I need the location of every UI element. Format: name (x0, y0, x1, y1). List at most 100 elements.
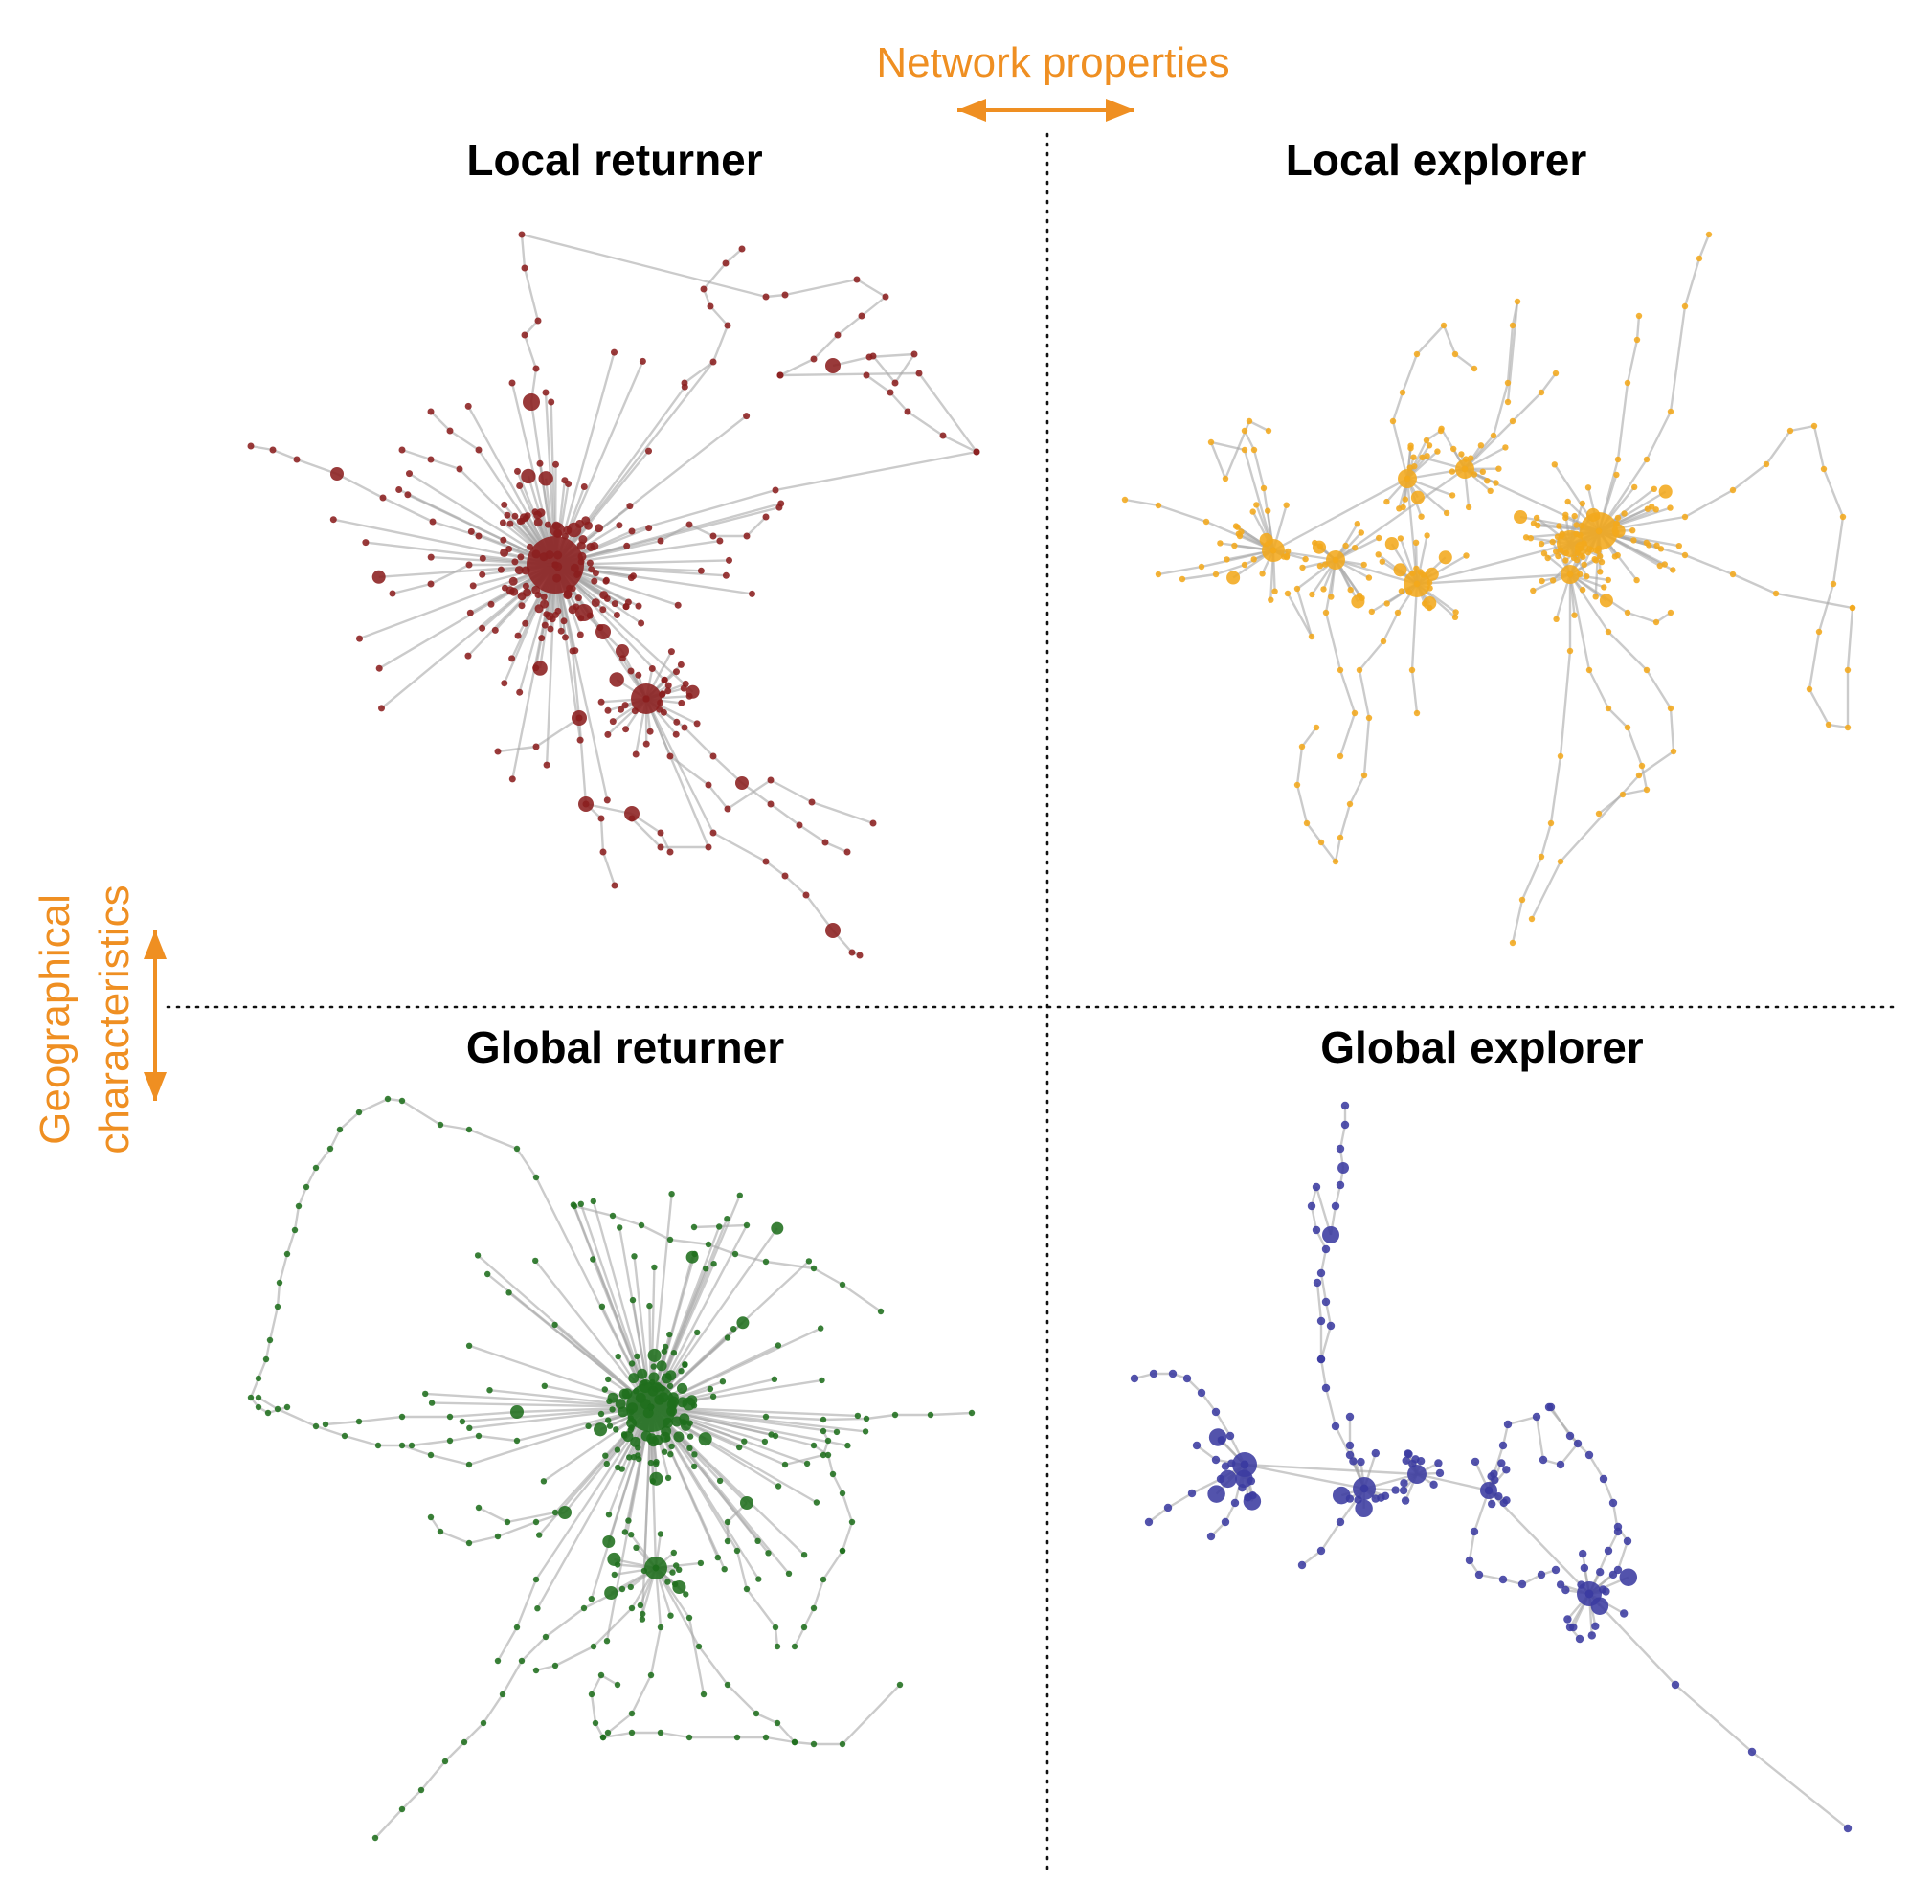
network-node (1426, 579, 1433, 586)
network-edge (1569, 573, 1629, 614)
network-node (681, 724, 688, 731)
network-node (1321, 1297, 1331, 1307)
network-node (1602, 1587, 1610, 1596)
network-edge (1252, 449, 1266, 489)
network-node (627, 1583, 634, 1591)
network-node (534, 317, 542, 325)
network-node (661, 1348, 667, 1355)
network-edge (315, 1424, 346, 1438)
network-edge (573, 1204, 614, 1218)
network-node (1629, 527, 1636, 534)
network-node (647, 1459, 655, 1467)
network-edge (599, 818, 605, 853)
network-node (716, 1477, 724, 1485)
network-node (618, 706, 625, 713)
network-node (1240, 1460, 1249, 1469)
network-node (1573, 530, 1580, 537)
network-node (575, 714, 583, 722)
network-node (1656, 562, 1664, 570)
network-node (800, 1624, 808, 1631)
network-node (474, 1252, 482, 1259)
network-node (1504, 398, 1512, 406)
network-node (709, 752, 717, 760)
network-node (395, 486, 403, 493)
network-node (891, 379, 899, 387)
network-node (848, 1518, 856, 1526)
network-node (1670, 748, 1677, 755)
network-node (1322, 609, 1330, 616)
network-node (791, 1643, 798, 1650)
network-node (1509, 939, 1516, 947)
network-node (1212, 571, 1220, 578)
network-node (1538, 389, 1545, 396)
network-node (667, 1392, 679, 1403)
network-edge (861, 296, 887, 317)
network-node (677, 661, 685, 668)
network-node (446, 427, 454, 435)
network-node (574, 594, 582, 602)
network-node (1499, 1498, 1509, 1508)
network-node (561, 477, 569, 484)
network-node (896, 1681, 904, 1689)
network-node (1443, 509, 1450, 517)
network-node (618, 1406, 629, 1418)
network-node (408, 1442, 416, 1449)
network-node (622, 726, 630, 733)
network-node (1575, 1634, 1584, 1644)
network-node (1646, 542, 1652, 549)
network-edge (545, 1607, 585, 1638)
network-node (649, 1478, 657, 1485)
network-node (1465, 504, 1472, 511)
network-node (1421, 600, 1428, 607)
network-edge (1416, 542, 1571, 586)
network-node (1667, 609, 1674, 616)
network-edge (1549, 755, 1562, 824)
network-node (646, 1302, 653, 1310)
network-node (668, 1443, 675, 1450)
network-node (1763, 460, 1770, 468)
network-node (1547, 819, 1555, 827)
network-node (1537, 1570, 1546, 1579)
network-edge (1569, 573, 1609, 633)
network-node (1624, 724, 1631, 731)
network-node (522, 582, 529, 590)
network-edge (382, 496, 434, 524)
network-node (1551, 461, 1559, 468)
network-node (833, 1428, 841, 1436)
network-node (731, 1250, 739, 1258)
network-node (1611, 553, 1619, 560)
network-node (603, 1638, 611, 1645)
network-node (1539, 1455, 1548, 1465)
network-node (1320, 586, 1327, 593)
network-edge (1540, 372, 1557, 393)
network-node (658, 1392, 669, 1403)
network-node (1352, 545, 1359, 551)
network-node (853, 276, 861, 283)
network-node (516, 688, 524, 696)
network-edge (430, 458, 461, 471)
network-edge (1669, 707, 1675, 752)
network-node (622, 603, 630, 610)
network-node (389, 590, 396, 597)
network-node (1471, 365, 1478, 372)
network-edge (1295, 746, 1304, 786)
network-node (1561, 1585, 1570, 1595)
network-edge (841, 1521, 854, 1552)
network-node (755, 1576, 762, 1582)
network-edge (640, 1223, 671, 1242)
network-node (1729, 486, 1737, 494)
network-node (591, 598, 600, 608)
network-node (609, 1406, 616, 1413)
network-node (1337, 752, 1344, 760)
network-node (685, 1614, 693, 1622)
network-node (738, 245, 746, 253)
network-edge (930, 1411, 973, 1417)
network-node (404, 491, 412, 499)
network-node (767, 800, 775, 808)
network-node (274, 1405, 281, 1413)
network-node (1351, 709, 1359, 717)
network-node (628, 1360, 636, 1367)
network-node (1259, 532, 1273, 547)
network-node (508, 775, 516, 783)
network-node (661, 1373, 672, 1384)
